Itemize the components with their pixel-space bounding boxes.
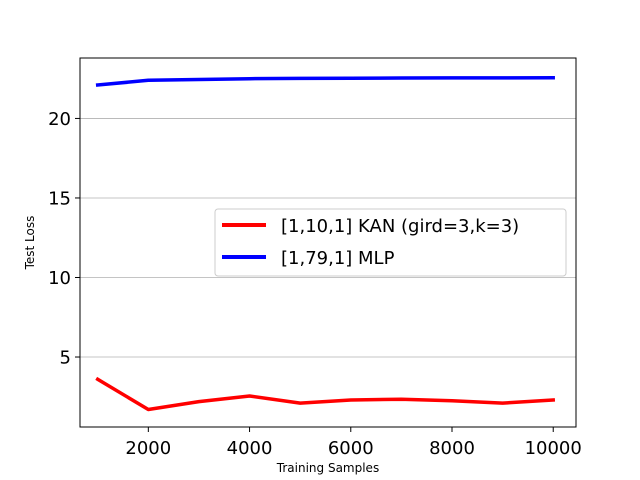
x-tick-label: 6000 [328, 438, 374, 459]
legend-box [214, 208, 567, 277]
plot-frame [79, 57, 577, 428]
legend-label-kan: [1,10,1] KAN (gird=3,k=3) [281, 216, 519, 237]
grid [80, 118, 576, 358]
y-tick-label: 5 [60, 348, 71, 369]
legend: [1,10,1] KAN (gird=3,k=3) [1,79,1] MLP [214, 208, 567, 277]
y-tick-label: 20 [48, 109, 71, 130]
series-line-mlp [95, 75, 555, 87]
x-axis-label: Training Samples [276, 461, 379, 475]
series-layer [95, 75, 556, 412]
ticks: 2000 4000 6000 8000 10000 5 10 15 20 [48, 109, 582, 459]
x-tick-label: 4000 [227, 438, 273, 459]
y-tick-label: 15 [48, 188, 71, 209]
x-tick-label: 8000 [429, 438, 475, 459]
y-axis-label: Test Loss [23, 216, 37, 271]
y-tick-label: 10 [48, 268, 71, 289]
series-line-kan [95, 376, 556, 412]
legend-label-mlp: [1,79,1] MLP [281, 248, 395, 269]
x-tick-label: 2000 [125, 438, 171, 459]
x-tick-label: 10000 [525, 438, 582, 459]
